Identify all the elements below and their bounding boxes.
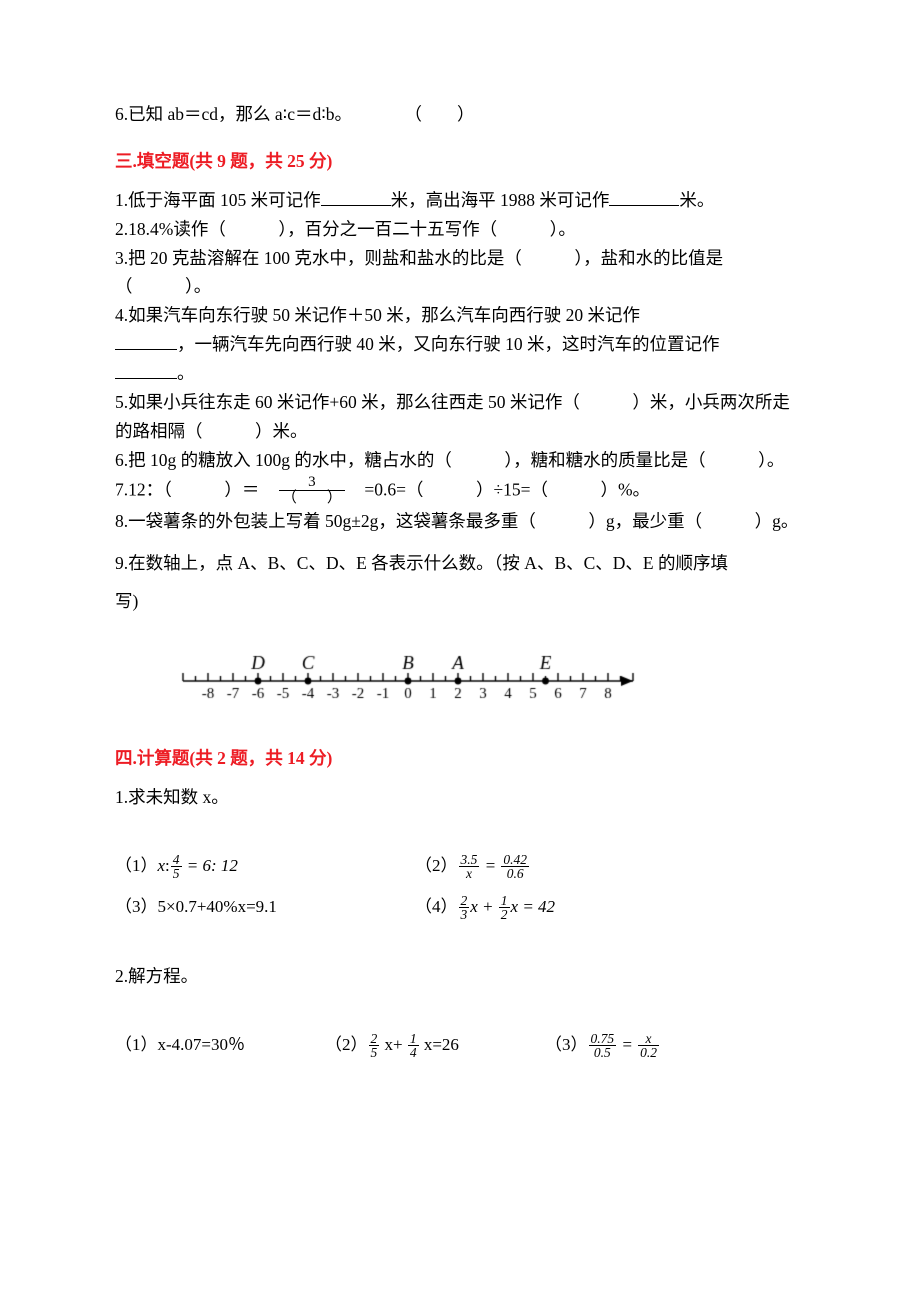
eqB2-mid: x+ — [380, 1035, 407, 1054]
s3-q2: 2.18.4%读作（ ），百分之一百二十五写作（ ）。 — [115, 215, 805, 244]
frac-num: 2 — [369, 1032, 380, 1046]
s3-q4-b: ，一辆汽车先向西行驶 40 米，又向东行驶 10 米，这时汽车的位置记作 — [177, 334, 720, 354]
frac-num: 0.75 — [589, 1032, 617, 1046]
frac-den: 0.2 — [638, 1045, 659, 1060]
s3-q4-a: 4.如果汽车向东行驶 50 米记作＋50 米，那么汽车向西行驶 20 米记作 — [115, 305, 640, 325]
eq4-x2: x — [511, 897, 519, 916]
eq1-label: （1） — [115, 856, 158, 875]
eq1: （1）x:45 = 6: 12 — [115, 852, 415, 881]
s3-q4-c: 。 — [177, 363, 195, 383]
eq-equals: = — [617, 1035, 637, 1054]
frac-num: 1 — [499, 894, 510, 908]
number-line-canvas — [159, 645, 649, 715]
s3-q8: 8.一袋薯条的外包装上写着 50g±2g，这袋薯条最多重（ ）g，最少重（ ）g… — [115, 507, 805, 536]
s3-q7: 7.12：（ ）＝ 3（ ） =0.6=（ ）÷15=（ ）%。 — [115, 475, 805, 508]
frac-num: 4 — [171, 853, 182, 867]
section3-heading: 三.填空题(共 9 题，共 25 分) — [115, 147, 805, 176]
s3-q1-c: 米。 — [679, 190, 714, 210]
frac-num: 3.5 — [459, 853, 480, 867]
eq1-frac: 45 — [171, 853, 182, 881]
s2-q6: 6.已知 ab＝cd，那么 a∶c＝d∶b。 （ ） — [115, 100, 805, 129]
s3-q6: 6.把 10g 的糖放入 100g 的水中，糖占水的（ ），糖和糖水的质量比是（… — [115, 446, 805, 475]
frac-den: 3 — [459, 907, 470, 922]
page: 6.已知 ab＝cd，那么 a∶c＝d∶b。 （ ） 三.填空题(共 9 题，共… — [0, 0, 920, 1132]
eqB3: （3）0.750.5 = x0.2 — [545, 1031, 660, 1060]
spacer — [115, 812, 805, 840]
blank — [609, 187, 679, 206]
s3-q5: 5.如果小兵往东走 60 米记作+60 米，那么往西走 50 米记作（ ）米，小… — [115, 388, 805, 446]
eqB3-label: （3） — [545, 1035, 588, 1054]
eqB2-f1: 25 — [369, 1032, 380, 1060]
s3-q1: 1.低于海平面 105 米可记作 米，高出海平 1988 米可记作 米。 — [115, 186, 805, 215]
eq2-label: （2） — [415, 856, 458, 875]
blank — [115, 332, 177, 351]
s3-q9: 9.在数轴上，点 A、B、C、D、E 各表示什么数。（按 A、B、C、D、E 的… — [115, 544, 805, 621]
fraction-num: 3 — [279, 475, 345, 491]
eq4-x1: x — [470, 897, 478, 916]
frac-den: 4 — [408, 1045, 419, 1060]
eq3: （3）5×0.7+40%x=9.1 — [115, 893, 415, 922]
s3-q3: 3.把 20 克盐溶解在 100 克水中，则盐和盐水的比是（ ），盐和水的比值是… — [115, 244, 805, 302]
eq2: （2）3.5x = 0.420.6 — [415, 852, 805, 881]
frac-den: 2 — [499, 907, 510, 922]
eqB2: （2）25 x+ 14 x=26 — [325, 1031, 545, 1060]
frac-den: 0.5 — [589, 1045, 617, 1060]
eq2-f1: 3.5x — [459, 853, 480, 881]
eq4-plus: + — [478, 897, 498, 916]
eq-row-b: （1）x-4.07=30％ （2）25 x+ 14 x=26 （3）0.750.… — [115, 1031, 805, 1060]
frac-num: x — [638, 1032, 659, 1046]
frac-den: 0.6 — [501, 866, 529, 881]
eq4-f1: 23 — [459, 894, 470, 922]
eq4-rhs: = 42 — [518, 897, 555, 916]
eq4-f2: 12 — [499, 894, 510, 922]
eqB2-label: （2） — [325, 1035, 368, 1054]
s3-q7-a: 7.12：（ ）＝ — [115, 479, 277, 499]
fraction: 3（ ） — [279, 475, 345, 508]
s3-q7-b: =0.6=（ ）÷15=（ ）%。 — [347, 479, 650, 499]
s3-q1-a: 1.低于海平面 105 米可记作 — [115, 190, 321, 210]
eq4: （4）23x + 12x = 42 — [415, 893, 805, 922]
blank — [115, 361, 177, 380]
s3-q4: 4.如果汽车向东行驶 50 米记作＋50 米，那么汽车向西行驶 20 米记作 ，… — [115, 301, 805, 388]
eq-row-2: （3）5×0.7+40%x=9.1 （4）23x + 12x = 42 — [115, 893, 805, 922]
s3-q1-b: 米，高出海平 1988 米可记作 — [391, 190, 610, 210]
section4-heading: 四.计算题(共 2 题，共 14 分) — [115, 744, 805, 773]
frac-den: 5 — [369, 1045, 380, 1060]
blank — [321, 187, 391, 206]
frac-num: 0.42 — [501, 853, 529, 867]
fraction-den: （ ） — [279, 490, 345, 507]
eqB1: （1）x-4.07=30％ — [115, 1031, 325, 1060]
eqB3-f1: 0.750.5 — [589, 1032, 617, 1060]
s3-q9-b: 写) — [115, 591, 138, 611]
frac-den: 5 — [171, 866, 182, 881]
frac-num: 2 — [459, 894, 470, 908]
eq1-var: x — [158, 856, 166, 875]
frac-num: 1 — [408, 1032, 419, 1046]
spacer — [115, 991, 805, 1019]
eqB2-f2: 14 — [408, 1032, 419, 1060]
eq1-rhs: = 6: 12 — [183, 856, 238, 875]
eq4-label: （4） — [415, 897, 458, 916]
eq2-f2: 0.420.6 — [501, 853, 529, 881]
eq-equals: = — [480, 856, 500, 875]
spacer — [115, 934, 805, 962]
s4-q1: 1.求未知数 x。 — [115, 783, 805, 812]
s4-q2: 2.解方程。 — [115, 962, 805, 991]
eqB2-tail: x=26 — [420, 1035, 459, 1054]
number-line — [159, 645, 805, 724]
frac-den: x — [459, 866, 480, 881]
s3-q9-a: 9.在数轴上，点 A、B、C、D、E 各表示什么数。（按 A、B、C、D、E 的… — [115, 553, 728, 573]
eqB3-f2: x0.2 — [638, 1032, 659, 1060]
eq-row-1: （1）x:45 = 6: 12 （2）3.5x = 0.420.6 — [115, 852, 805, 881]
